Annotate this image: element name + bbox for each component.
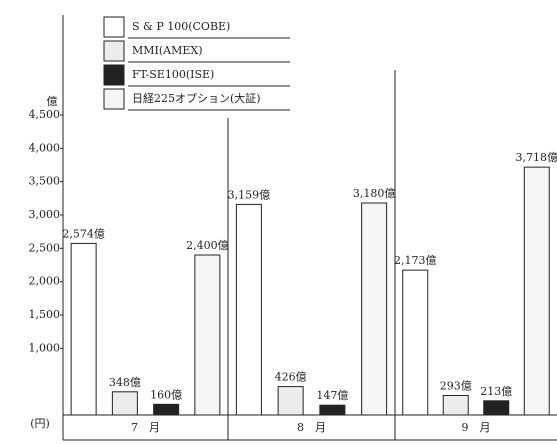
value-label: 348億 [109, 376, 141, 389]
value-label: 3,180億 [353, 187, 396, 200]
legend-label: FT-SE100(ISE) [132, 68, 214, 81]
value-label: 2,173億 [394, 254, 437, 267]
legend-box [100, 15, 290, 118]
legend-swatch [103, 88, 125, 110]
y-tick-label: 1,000 [29, 341, 61, 354]
value-label: 2,400億 [186, 239, 229, 252]
y-unit: 億 [47, 95, 58, 108]
bar [235, 203, 262, 416]
legend-swatch [103, 40, 125, 62]
value-label: 426億 [275, 371, 307, 384]
x-tick-label: 9 月 [462, 421, 491, 434]
legend-swatch [103, 16, 125, 38]
bar [153, 403, 180, 416]
bar [319, 404, 346, 416]
value-label: 293億 [440, 379, 472, 392]
legend-label: 日経225オプション(大証) [132, 91, 261, 105]
bar [194, 254, 221, 416]
bar [523, 166, 550, 416]
y-tick-label: 4,000 [29, 141, 61, 154]
y-tick-label: 4,500 [29, 108, 61, 121]
value-label: 3,159億 [228, 188, 271, 201]
y-tick-label: 3,000 [29, 208, 61, 221]
y-tick-label: 2,000 [29, 275, 61, 288]
bar [402, 269, 429, 416]
value-label: 213億 [480, 385, 512, 398]
value-label: 3,718億 [516, 151, 557, 164]
y-tick-label: 3,500 [29, 175, 61, 188]
y-tick-label: 2,500 [29, 241, 61, 254]
y-tick-label: 1,500 [29, 308, 61, 321]
x-unit: (円) [30, 417, 50, 430]
bar [70, 242, 97, 416]
value-label: 160億 [150, 388, 182, 401]
x-tick-label: 8 月 [297, 421, 326, 434]
bar [111, 391, 138, 416]
value-label: 2,574億 [62, 227, 105, 240]
bar [361, 202, 388, 416]
legend-swatch [103, 64, 125, 86]
bar [442, 394, 469, 416]
legend-label: MMI(AMEX) [132, 44, 203, 57]
bar [277, 386, 304, 416]
bar [483, 400, 510, 416]
x-tick-label: 7 月 [131, 421, 160, 434]
value-label: 147億 [316, 389, 348, 402]
legend-label: S & P 100(COBE) [132, 20, 230, 33]
